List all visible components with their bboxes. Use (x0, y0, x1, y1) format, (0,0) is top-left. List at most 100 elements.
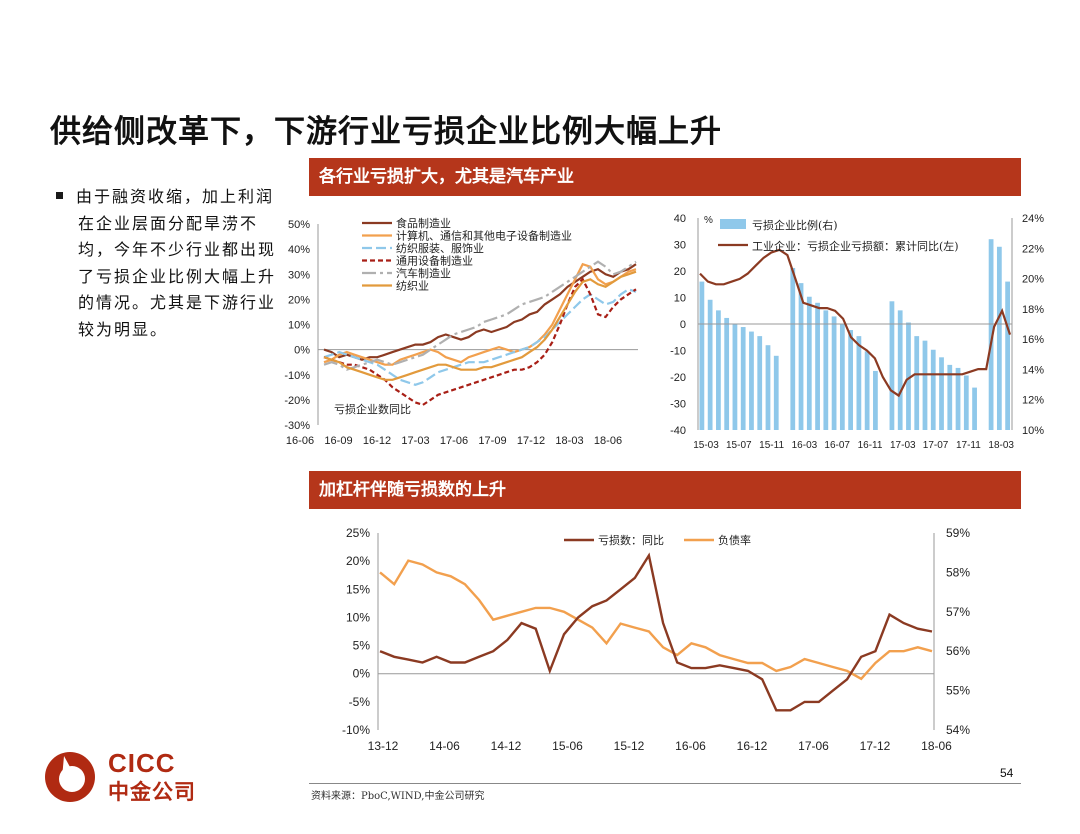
y-left-tick-label: 30 (674, 240, 686, 252)
cicc-logo-icon (45, 752, 95, 802)
x-tick-label: 18-06 (921, 739, 952, 753)
bar (939, 357, 944, 430)
legend-label: 食品制造业 (396, 216, 451, 230)
y-left-tick-label: -10% (342, 723, 370, 737)
source-note: 资料来源：PboC,WIND,中金公司研究 (311, 791, 485, 802)
bar (773, 355, 779, 430)
bar (749, 331, 754, 430)
footer-divider (309, 783, 1021, 784)
series-line (323, 262, 637, 366)
x-tick-label: 16-06 (675, 739, 706, 753)
x-tick-label: 16-03 (792, 440, 818, 451)
series-line (699, 248, 1012, 398)
x-tick-label: 18-06 (594, 435, 622, 447)
bullet-square-icon (56, 192, 63, 199)
x-tick-label: 15-07 (726, 440, 752, 451)
bar (839, 324, 845, 430)
y-right-tick-label: 24% (1022, 213, 1044, 225)
legend-label: 纺织业 (396, 279, 429, 293)
bar (889, 301, 895, 430)
y-right-tick-label: 58% (946, 565, 970, 579)
legend-label: 亏损数：同比 (598, 533, 664, 547)
y-left-tick-label: -5% (349, 695, 371, 709)
series-line (323, 288, 637, 386)
bar (831, 316, 837, 430)
bar (947, 364, 953, 430)
y-tick-label: 20% (288, 294, 310, 306)
bar (873, 370, 878, 430)
y-left-tick-label: 10% (346, 610, 370, 624)
bar (815, 302, 820, 430)
legend-label: 计算机、通信和其他电子设备制造业 (396, 229, 572, 243)
y-left-tick-label: 0% (353, 667, 371, 681)
bar (914, 336, 920, 430)
x-tick-label: 17-03 (401, 435, 429, 447)
y-left-tick-label: -20 (670, 372, 686, 384)
series-line-debt (379, 559, 933, 681)
y-left-tick-label: 0 (680, 319, 686, 331)
x-tick-label: 15-12 (614, 739, 645, 753)
y-tick-label: 50% (288, 219, 310, 231)
y-right-tick-label: 10% (1022, 425, 1044, 437)
y-left-tick-label: 10 (674, 293, 686, 305)
x-tick-label: 17-03 (890, 440, 916, 451)
bar (732, 324, 738, 430)
bar (823, 310, 829, 430)
bar (972, 387, 977, 430)
banner-bottom: 加杠杆伴随亏损数的上升 (309, 471, 1021, 509)
x-tick-label: 16-07 (824, 440, 850, 451)
legend-label: 亏损企业比例(右) (752, 218, 838, 232)
x-tick-label: 16-12 (363, 435, 391, 447)
banner-top: 各行业亏损扩大，尤其是汽车产业 (309, 158, 1021, 196)
y-left-tick-label: 20 (674, 266, 686, 278)
bar (906, 322, 911, 430)
legend-label: 工业企业：亏损企业亏损额：累计同比(左) (752, 239, 959, 253)
x-tick-label: 17-12 (860, 739, 891, 753)
page-title: 供给侧改革下，下游行业亏损企业比例大幅上升 (50, 114, 722, 150)
y-right-tick-label: 57% (946, 605, 970, 619)
x-tick-label: 18-03 (988, 440, 1014, 451)
bar (963, 375, 969, 430)
chart-loss-ratio: 40 30 20 10 0 -10 -20 -30 -40 24% 22% 20% 18% 16% 14% 1… (670, 213, 1044, 451)
x-tick-label: 14-12 (491, 739, 522, 753)
x-tick-label: 17-09 (478, 435, 506, 447)
chart-leverage: 25% 20% 15% 10% 5% 0% -5% -10% 59% 58% 57% 56% 55% 54… (342, 526, 970, 753)
y-left-unit: % (704, 215, 713, 226)
bullet-body: 由于融资收缩，加上利润在企业层面分配旱涝不均，今年不少行业都出现了亏损企业比例大… (76, 187, 277, 339)
y-left-tick-label: -10 (670, 346, 686, 358)
bar (765, 345, 771, 430)
legend-label: 通用设备制造业 (396, 254, 473, 268)
x-tick-label: 15-11 (759, 440, 784, 451)
y-right-tick-label: 55% (946, 684, 970, 698)
bar (724, 317, 730, 430)
bar (996, 246, 1002, 430)
y-right-tick-label: 54% (946, 723, 970, 737)
y-right-tick-label: 16% (1022, 334, 1044, 346)
x-tick-label: 16-09 (324, 435, 352, 447)
legend-label: 负债率 (718, 533, 751, 547)
y-right-tick-label: 22% (1022, 243, 1044, 255)
legend-label: 汽车制造业 (396, 266, 451, 280)
y-left-tick-label: 25% (346, 526, 370, 540)
bar (897, 310, 903, 430)
bar (864, 351, 870, 430)
y-right-tick-label: 59% (946, 526, 970, 540)
bar (1005, 281, 1010, 430)
bar (790, 267, 796, 430)
y-left-tick-label: 20% (346, 554, 370, 568)
legend-swatch (720, 219, 746, 229)
bar (988, 239, 994, 430)
y-left-tick-label: 15% (346, 582, 370, 596)
series-line (323, 270, 637, 381)
x-tick-label: 17-07 (923, 440, 949, 451)
x-tick-label: 13-12 (368, 739, 399, 753)
legend-label: 纺织服装、服饰业 (396, 241, 484, 255)
x-tick-label: 14-06 (429, 739, 460, 753)
chart-title: 亏损企业数同比 (334, 402, 411, 416)
bar (848, 330, 853, 430)
bar (716, 310, 721, 430)
series-line (323, 260, 637, 371)
x-tick-label: 16-12 (737, 739, 768, 753)
y-right-tick-label: 56% (946, 644, 970, 658)
bar (699, 281, 705, 430)
